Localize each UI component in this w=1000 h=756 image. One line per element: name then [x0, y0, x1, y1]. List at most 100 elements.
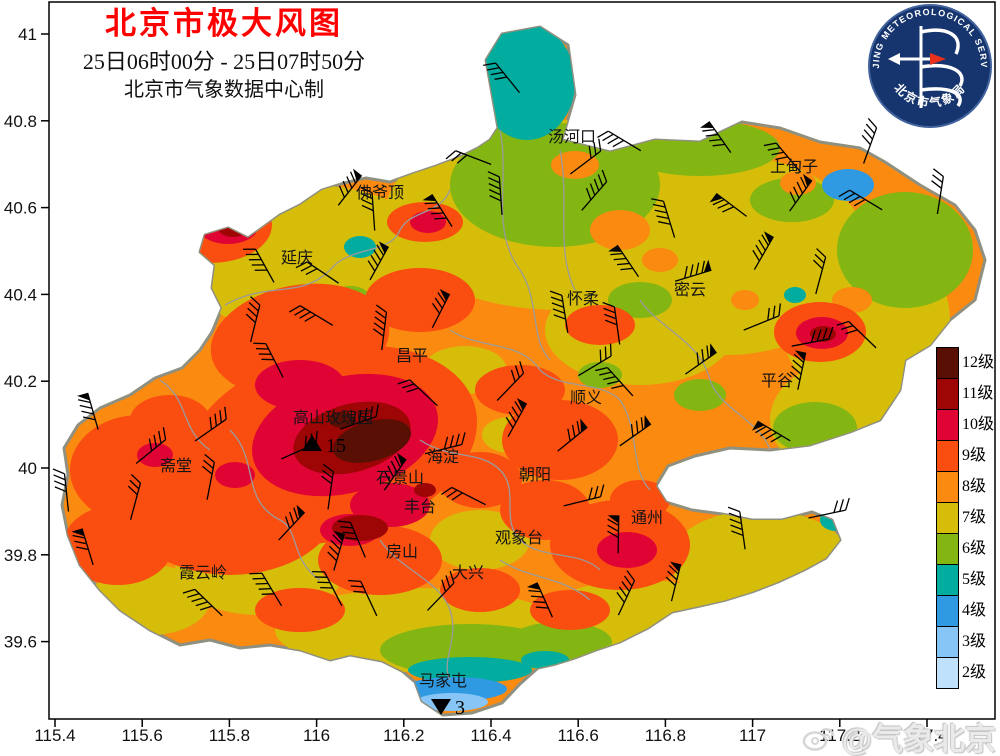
station-label: 顺义: [570, 389, 602, 407]
station-label: 马家屯: [419, 672, 467, 690]
x-tick-label: 116.8: [645, 726, 686, 745]
wind-barb: [295, 261, 339, 284]
station-label: 平谷: [761, 372, 793, 390]
beijing-meteorological-service-logo: BEIJING METEOROLOGICAL SERVICE 北京市气象局: [866, 2, 992, 128]
wind-barb: [836, 320, 877, 349]
wind-barb: [563, 484, 605, 507]
x-tick-label: 117.2: [819, 726, 860, 745]
wind-barb: [483, 62, 521, 94]
wind-barb: [763, 142, 802, 173]
wind-barb: [789, 350, 807, 390]
legend-label: 7级: [962, 509, 987, 526]
wind-barbs: [52, 62, 944, 618]
wind-barb: [496, 361, 525, 402]
wind-barb: [243, 248, 275, 283]
plot-frame: [48, 1, 996, 720]
wind-barb: [321, 463, 334, 510]
wind-barb: [431, 288, 451, 329]
wind-barb: [505, 398, 528, 437]
y-tick-label: 40.4: [4, 285, 37, 304]
legend-item: 7级: [936, 502, 994, 534]
station-label: 通州: [631, 509, 663, 527]
wind-barb: [127, 473, 142, 520]
y-tick-label: 40.6: [4, 199, 37, 218]
wind-barb: [651, 198, 676, 238]
legend-item: 5级: [936, 564, 994, 596]
peak-marker-icon: [302, 435, 322, 451]
wind-barb: [327, 530, 345, 571]
wind-barb: [595, 367, 634, 397]
y-tick-label: 39.6: [4, 633, 37, 652]
wind-barb: [441, 486, 486, 506]
station-label: 佛爷顶: [356, 184, 404, 202]
time-range: 25日06时00分 - 25日07时50分: [82, 48, 366, 74]
x-tick-label: 116.2: [383, 726, 424, 745]
wind-barb: [445, 150, 492, 166]
legend-label: 3级: [962, 633, 987, 650]
legend-item: 4级: [936, 595, 994, 627]
station-label: 怀柔: [567, 290, 599, 308]
station-label: 汤河口: [548, 128, 596, 146]
station-label: 观象台: [495, 529, 543, 547]
wind-barb: [789, 173, 813, 212]
station-label: 密云: [674, 281, 706, 299]
x-tick-label: 116.4: [470, 726, 511, 745]
legend-swatch: [936, 409, 959, 441]
x-tick-label: 116: [303, 726, 330, 745]
x-tick-label: 116.6: [558, 726, 599, 745]
legend-swatch: [936, 502, 959, 534]
wind-barb: [549, 290, 569, 334]
wind-barb: [135, 427, 167, 465]
extreme-markers: 15 3: [302, 435, 465, 719]
wind-barb: [861, 117, 878, 164]
legend-label: 9级: [962, 447, 987, 464]
wind-barb: [838, 189, 883, 211]
wind-barb: [337, 168, 363, 206]
wind-barb: [597, 130, 642, 152]
wind-barb: [808, 497, 850, 519]
legend-swatch: [936, 533, 959, 565]
marker-value: 3: [455, 697, 465, 719]
wind-barb: [674, 259, 712, 282]
x-tick-label: 115.4: [34, 726, 75, 745]
x-tick-label: 117: [739, 726, 766, 745]
wind-barb: [813, 248, 827, 295]
x-tick-label: 117.4: [906, 726, 947, 745]
wind-barb: [709, 193, 747, 217]
wind-barb: [665, 561, 682, 602]
wind-barb: [348, 579, 378, 617]
station-label: 高山玫瑰园: [293, 409, 373, 427]
legend-swatch: [936, 595, 959, 627]
wind-barb: [581, 169, 608, 211]
legend-label: 4级: [962, 602, 987, 619]
y-tick-label: 40: [18, 459, 37, 478]
wind-barb: [616, 570, 636, 616]
wind-barb: [288, 305, 334, 326]
wind-barb: [245, 296, 261, 343]
wind-barb: [182, 588, 223, 617]
station-label: 海淀: [427, 448, 459, 466]
wind-barb: [602, 301, 621, 345]
legend-item: 9级: [936, 440, 994, 472]
x-tick-label: 115.6: [122, 726, 163, 745]
wind-barb: [569, 138, 602, 175]
wind-barb: [526, 582, 553, 618]
wind-barb: [201, 453, 215, 500]
wind-barb: [194, 406, 227, 442]
y-tick-label: 39.8: [4, 546, 37, 565]
wind-barb: [77, 392, 99, 430]
legend-label: 8级: [962, 478, 987, 495]
wind-barb: [278, 504, 306, 541]
station-label: 房山: [386, 543, 418, 561]
wind-vane-icon: [888, 26, 964, 108]
wind-barb: [360, 186, 376, 231]
wind-barb: [372, 304, 388, 351]
legend-label: 11级: [962, 385, 994, 402]
legend-label: 10级: [962, 416, 995, 433]
legend-label: 2级: [962, 664, 987, 681]
wind-barb: [312, 570, 343, 607]
